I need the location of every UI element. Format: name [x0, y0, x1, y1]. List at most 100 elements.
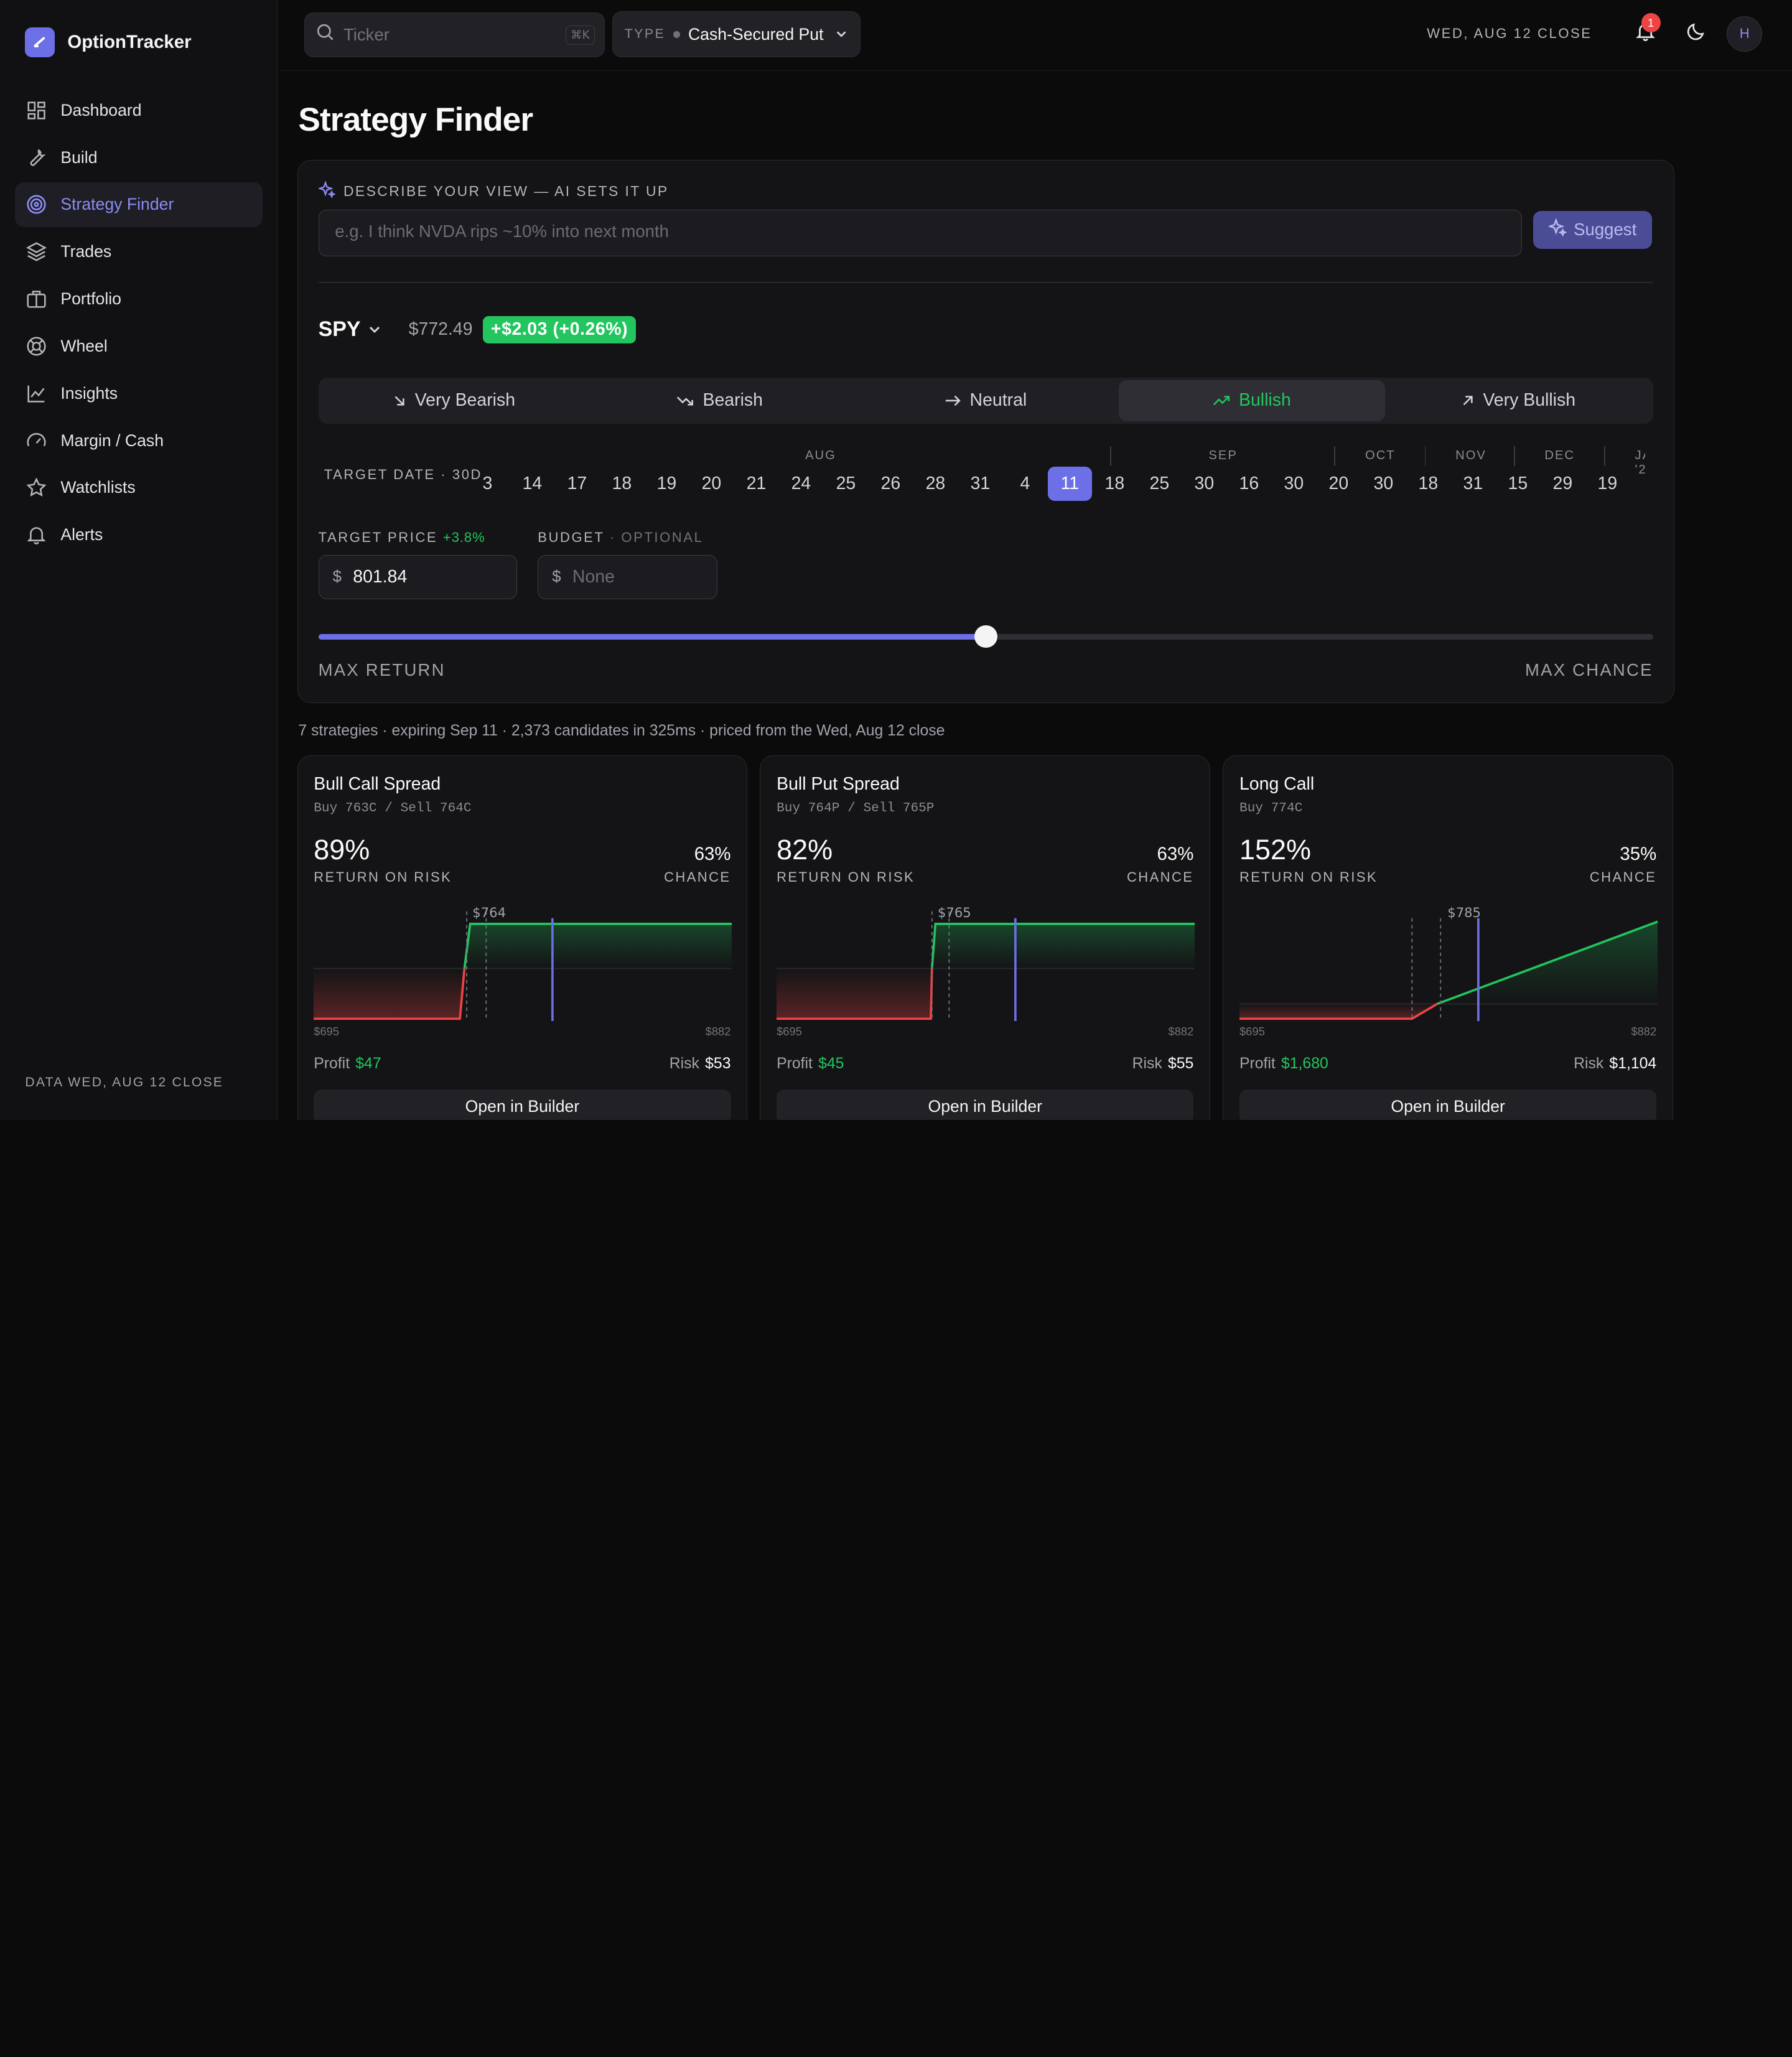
date-option[interactable]: 25 [836, 473, 856, 494]
axis-min-label: $695 [1239, 1024, 1265, 1038]
sentiment-bearish[interactable]: Bearish [587, 380, 853, 421]
max-risk: Risk $1,104 [1574, 1055, 1656, 1073]
data-status: DATA WED, AUG 12 CLOSE [25, 1075, 224, 1090]
ticker-search-input[interactable] [343, 25, 549, 45]
search-shortcut: ⌘K [565, 26, 595, 45]
date-option[interactable]: 16 [1239, 473, 1259, 494]
ticker-search[interactable]: ⌘K [304, 12, 605, 57]
theme-toggle[interactable] [1679, 17, 1713, 51]
strategy-legs: Buy 774C [1239, 800, 1303, 816]
sidebar-item-alerts[interactable]: Alerts [15, 513, 263, 557]
return-on-risk-label: RETURN ON RISK [314, 869, 452, 885]
date-option[interactable]: 30 [1194, 473, 1215, 494]
budget-optional: · OPTIONAL [609, 529, 704, 546]
open-in-builder-button[interactable]: Open in Builder [314, 1089, 731, 1120]
date-option[interactable]: 18 [1104, 473, 1125, 494]
profit-line [1437, 920, 1658, 1005]
date-option[interactable]: 20 [1328, 473, 1349, 494]
date-option[interactable]: 14 [522, 473, 543, 494]
notifications-button[interactable]: 1 [1628, 13, 1663, 51]
axis-min-label: $695 [314, 1024, 340, 1038]
date-option[interactable]: 29 [1552, 473, 1573, 494]
sentiment-very-bullish[interactable]: Very Bullish [1385, 380, 1651, 421]
sentiment-very-bearish[interactable]: Very Bearish [320, 380, 587, 421]
budget-field[interactable]: $ [538, 554, 717, 600]
sidebar-item-strategy-finder[interactable]: Strategy Finder [14, 182, 263, 227]
chart-line-icon [26, 383, 47, 404]
wrench-icon [26, 147, 47, 168]
date-option[interactable]: 4 [1020, 473, 1030, 494]
open-in-builder-button[interactable]: Open in Builder [777, 1089, 1194, 1120]
search-icon [316, 23, 334, 46]
type-value: Cash-Secured Put [688, 24, 824, 44]
sidebar-item-dashboard[interactable]: Dashboard [15, 88, 263, 133]
sidebar-item-watchlists[interactable]: Watchlists [15, 465, 263, 510]
date-option[interactable]: 30 [1373, 473, 1394, 494]
return-chance-slider[interactable] [318, 625, 1653, 648]
target-price-input[interactable] [353, 567, 479, 588]
target-date-label: TARGET DATE · 30D [324, 467, 483, 483]
profit-area [931, 924, 1195, 969]
date-option[interactable]: 19 [656, 473, 677, 494]
ticker-select[interactable]: SPY [319, 317, 381, 342]
open-in-builder-button[interactable]: Open in Builder [1239, 1089, 1657, 1120]
sentiment-neutral[interactable]: Neutral [852, 380, 1119, 421]
price-change-badge: +$2.03 (+0.26%) [483, 315, 636, 343]
sidebar-item-margin-cash[interactable]: Margin / Cash [15, 418, 263, 463]
sidebar-item-label: Alerts [60, 525, 103, 544]
briefcase-icon [26, 289, 47, 309]
logo[interactable]: OptionTracker [25, 27, 192, 57]
profit-value: $45 [818, 1055, 844, 1073]
date-option[interactable]: 3 [482, 473, 493, 494]
return-on-risk-value: 152% [1239, 833, 1312, 865]
date-option[interactable]: 20 [701, 473, 722, 494]
date-option[interactable]: 21 [746, 473, 767, 494]
strategy-legs: Buy 764P / Sell 765P [777, 800, 935, 816]
ticker-symbol: SPY [318, 317, 361, 342]
loss-area [1239, 1004, 1437, 1019]
topbar-actions: WED, AUG 12 CLOSE 1 H [1427, 13, 1763, 52]
target-price-field[interactable]: $ [318, 554, 518, 600]
sidebar-item-portfolio[interactable]: Portfolio [15, 277, 263, 322]
date-option[interactable]: 31 [1463, 473, 1483, 494]
target-price-label-text: TARGET PRICE [318, 529, 438, 546]
chance-label: CHANCE [664, 869, 731, 885]
strike-label: $765 [938, 905, 971, 920]
sidebar-item-wheel[interactable]: Wheel [15, 324, 263, 369]
sidebar-item-trades[interactable]: Trades [15, 230, 263, 274]
date-option[interactable]: 11 [1047, 467, 1093, 501]
date-option[interactable]: 18 [612, 473, 632, 494]
strategy-type-select[interactable]: TYPE Cash-Secured Put [612, 11, 861, 57]
topbar: ⌘K TYPE Cash-Secured Put WED, AUG 12 CLO… [279, 0, 1792, 71]
currency-symbol: $ [552, 568, 561, 586]
sidebar-item-insights[interactable]: Insights [15, 371, 263, 416]
profit-label: Profit [314, 1055, 350, 1073]
date-option[interactable]: 19 [1597, 473, 1618, 494]
suggest-button[interactable]: Suggest [1533, 210, 1653, 249]
risk-label: Risk [669, 1055, 699, 1073]
slider-thumb[interactable] [974, 625, 997, 648]
date-option[interactable]: 31 [970, 473, 991, 494]
date-option[interactable]: 26 [880, 473, 901, 494]
user-avatar[interactable]: H [1727, 16, 1763, 52]
date-option[interactable]: 18 [1418, 473, 1439, 494]
sidebar-item-build[interactable]: Build [15, 135, 263, 180]
view-description-input[interactable] [318, 210, 1522, 257]
strike-label: $764 [473, 905, 506, 920]
date-option[interactable]: 15 [1508, 473, 1528, 494]
month-label: JAN '27 [1635, 448, 1645, 477]
star-icon [26, 477, 47, 498]
target-icon [26, 194, 47, 215]
budget-label: BUDGET · OPTIONAL [538, 529, 703, 546]
budget-input[interactable] [572, 567, 698, 588]
layers-icon [26, 241, 47, 262]
date-option[interactable]: 28 [925, 473, 946, 494]
date-option[interactable]: 25 [1149, 473, 1170, 494]
date-option[interactable]: 24 [791, 473, 811, 494]
max-chance-label: MAX CHANCE [1524, 660, 1653, 679]
divider [318, 281, 1653, 283]
date-option[interactable]: 17 [567, 473, 587, 494]
sentiment-bullish[interactable]: Bullish [1118, 380, 1385, 421]
date-option[interactable]: 30 [1284, 473, 1304, 494]
profit-label: Profit [777, 1055, 813, 1073]
